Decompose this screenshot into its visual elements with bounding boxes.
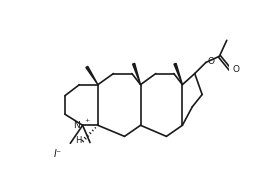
Polygon shape xyxy=(133,63,140,85)
Text: +: + xyxy=(84,118,90,123)
Text: O: O xyxy=(207,57,214,66)
Text: I⁻: I⁻ xyxy=(54,149,62,159)
Text: O: O xyxy=(233,65,239,74)
Polygon shape xyxy=(174,63,182,85)
Text: H: H xyxy=(75,136,81,145)
Text: N: N xyxy=(73,121,79,130)
Polygon shape xyxy=(86,66,98,85)
